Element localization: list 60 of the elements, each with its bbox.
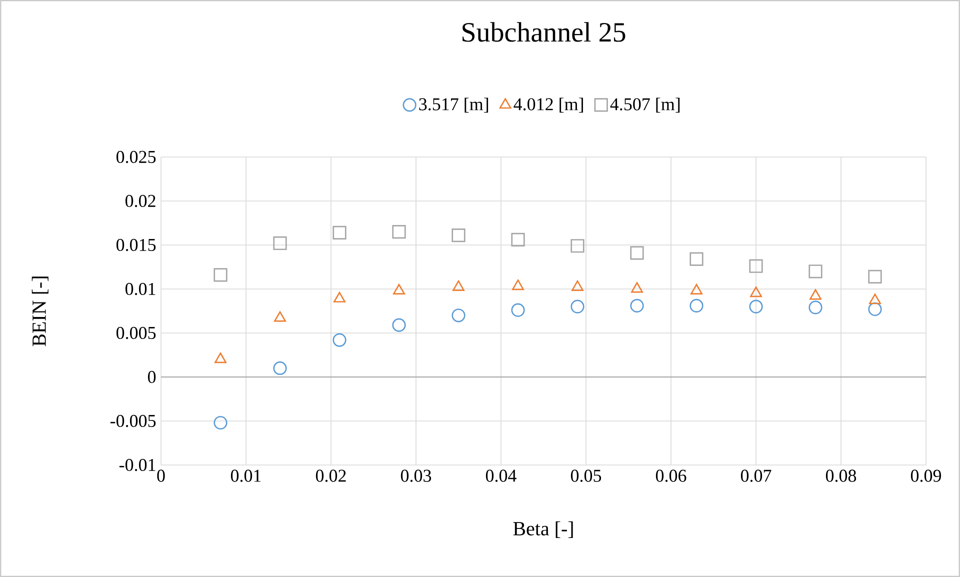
point xyxy=(690,284,702,294)
point xyxy=(690,298,704,313)
point xyxy=(749,259,763,273)
legend-label: 4.507 [m] xyxy=(610,98,680,113)
y-tick-label: 0 xyxy=(148,370,156,384)
point xyxy=(393,284,405,294)
point xyxy=(392,318,406,332)
point xyxy=(808,264,822,278)
point xyxy=(452,308,466,322)
x-tick-label: 0.08 xyxy=(826,470,856,482)
x-tick-label: 0.09 xyxy=(910,470,942,482)
x-tick-label: 0.02 xyxy=(316,470,346,482)
point xyxy=(570,300,584,314)
point xyxy=(570,239,584,253)
point xyxy=(214,352,226,364)
point xyxy=(750,286,762,298)
y-tick-label: 0.01 xyxy=(125,282,156,296)
point xyxy=(630,298,644,313)
point xyxy=(868,302,882,316)
x-axis-title: Beta [-] xyxy=(513,521,573,538)
x-tick-label: 0 xyxy=(157,470,165,482)
point xyxy=(452,228,466,242)
point xyxy=(332,333,346,347)
y-tick-label: -0.005 xyxy=(110,414,156,428)
point xyxy=(808,300,822,314)
legend-label: 4.012 [m] xyxy=(514,98,583,113)
point xyxy=(572,280,584,291)
legend-label: 3.517 [m] xyxy=(419,98,488,113)
chart-title: Subchannel 25 xyxy=(462,22,626,42)
x-tick-label: 0.07 xyxy=(740,470,772,482)
point xyxy=(869,294,881,304)
y-tick-label: -0.01 xyxy=(119,458,156,472)
point xyxy=(630,246,644,260)
point xyxy=(273,236,287,250)
point xyxy=(273,361,287,375)
point xyxy=(334,292,346,302)
point xyxy=(810,289,822,300)
point xyxy=(512,280,524,290)
point xyxy=(749,300,763,314)
point xyxy=(452,280,464,291)
x-tick-label: 0.06 xyxy=(656,470,686,482)
y-tick-label: 0.02 xyxy=(125,194,156,208)
y-tick-label: 0.005 xyxy=(116,326,156,340)
y-tick-label: 0.025 xyxy=(116,150,156,164)
point xyxy=(274,311,286,322)
point xyxy=(511,232,525,247)
point xyxy=(214,416,228,430)
point xyxy=(511,303,525,317)
x-tick-label: 0.04 xyxy=(486,470,516,482)
x-tick-label: 0.03 xyxy=(400,470,432,482)
x-tick-label: 0.05 xyxy=(570,470,602,482)
y-axis-title: BEIN [-] xyxy=(32,276,48,346)
point xyxy=(214,268,228,282)
point xyxy=(631,282,643,293)
point xyxy=(690,252,704,266)
point xyxy=(868,270,882,284)
point xyxy=(392,224,406,239)
point xyxy=(332,226,346,240)
x-tick-label: 0.01 xyxy=(230,470,261,482)
y-tick-label: 0.015 xyxy=(116,238,156,252)
